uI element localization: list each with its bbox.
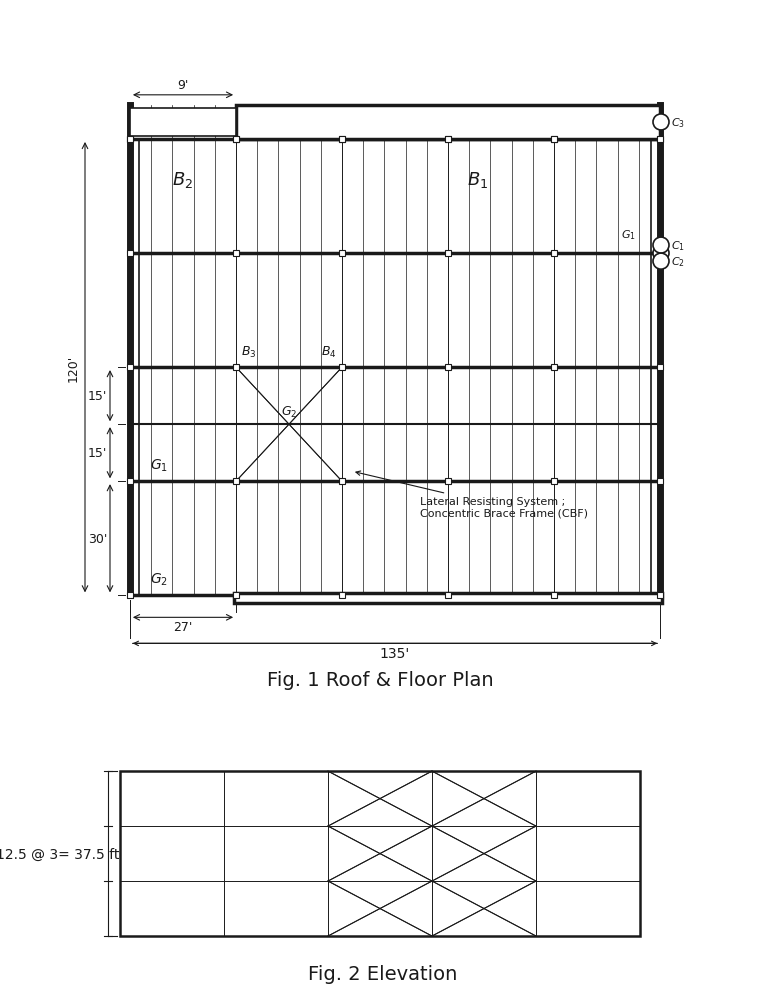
Text: $G_1$: $G_1$	[621, 228, 636, 242]
Text: $G_2$: $G_2$	[150, 571, 168, 588]
Circle shape	[653, 246, 669, 262]
Bar	[127, 137, 133, 143]
Bar	[657, 137, 663, 143]
Bar	[339, 365, 345, 371]
Text: $B_1$: $B_1$	[467, 170, 489, 189]
Bar	[551, 250, 557, 257]
Bar	[127, 593, 133, 599]
Text: 27': 27'	[174, 621, 193, 634]
Bar	[233, 593, 239, 599]
Bar	[339, 479, 345, 485]
Text: Fig. 1 Roof & Floor Plan: Fig. 1 Roof & Floor Plan	[267, 670, 493, 690]
Circle shape	[653, 114, 669, 131]
Bar	[130, 109, 236, 136]
Bar	[657, 593, 663, 599]
Bar	[551, 365, 557, 371]
Bar	[657, 250, 663, 257]
Text: 135': 135'	[380, 647, 410, 661]
Text: 15': 15'	[88, 389, 107, 402]
Bar	[445, 137, 451, 143]
Bar	[339, 593, 345, 599]
Text: 15': 15'	[88, 447, 107, 459]
Bar	[127, 365, 133, 371]
Bar	[234, 594, 662, 603]
Bar	[551, 593, 557, 599]
Bar	[339, 250, 345, 257]
Bar	[339, 137, 345, 143]
Bar	[236, 106, 660, 140]
Circle shape	[653, 253, 669, 270]
Text: $G_2$: $G_2$	[281, 404, 297, 420]
Text: Lateral Resisting System ;
Concentric Brace Frame (CBF): Lateral Resisting System ; Concentric Br…	[356, 471, 588, 519]
Text: $C_1$: $C_1$	[671, 239, 685, 252]
Bar	[445, 250, 451, 257]
Bar	[551, 137, 557, 143]
Text: Fig. 2 Elevation: Fig. 2 Elevation	[308, 964, 457, 983]
Text: 9': 9'	[177, 79, 189, 92]
Text: $G_1$: $G_1$	[150, 458, 168, 473]
Bar	[551, 479, 557, 485]
Bar	[657, 137, 663, 143]
Bar	[339, 137, 345, 143]
Text: 120': 120'	[67, 354, 80, 382]
Bar	[233, 365, 239, 371]
Bar	[127, 479, 133, 485]
Text: $C_2$: $C_2$	[671, 255, 685, 269]
Bar	[233, 137, 239, 143]
Bar	[233, 479, 239, 485]
Bar	[127, 137, 133, 143]
Bar	[445, 593, 451, 599]
Bar	[233, 137, 239, 143]
Bar	[445, 137, 451, 143]
Text: $B_4$: $B_4$	[321, 345, 337, 360]
Bar	[445, 479, 451, 485]
Bar	[657, 365, 663, 371]
Bar	[551, 137, 557, 143]
Text: $B_3$: $B_3$	[241, 345, 256, 360]
Bar	[445, 365, 451, 371]
Text: $C_3$: $C_3$	[671, 116, 685, 130]
Bar	[657, 479, 663, 485]
Text: 30': 30'	[88, 532, 107, 545]
Text: 12.5 @ 3= 37.5 ft: 12.5 @ 3= 37.5 ft	[0, 847, 119, 861]
Bar	[120, 771, 640, 936]
Circle shape	[653, 238, 669, 253]
Bar	[233, 250, 239, 257]
Text: $B_2$: $B_2$	[172, 170, 194, 189]
Bar	[127, 250, 133, 257]
